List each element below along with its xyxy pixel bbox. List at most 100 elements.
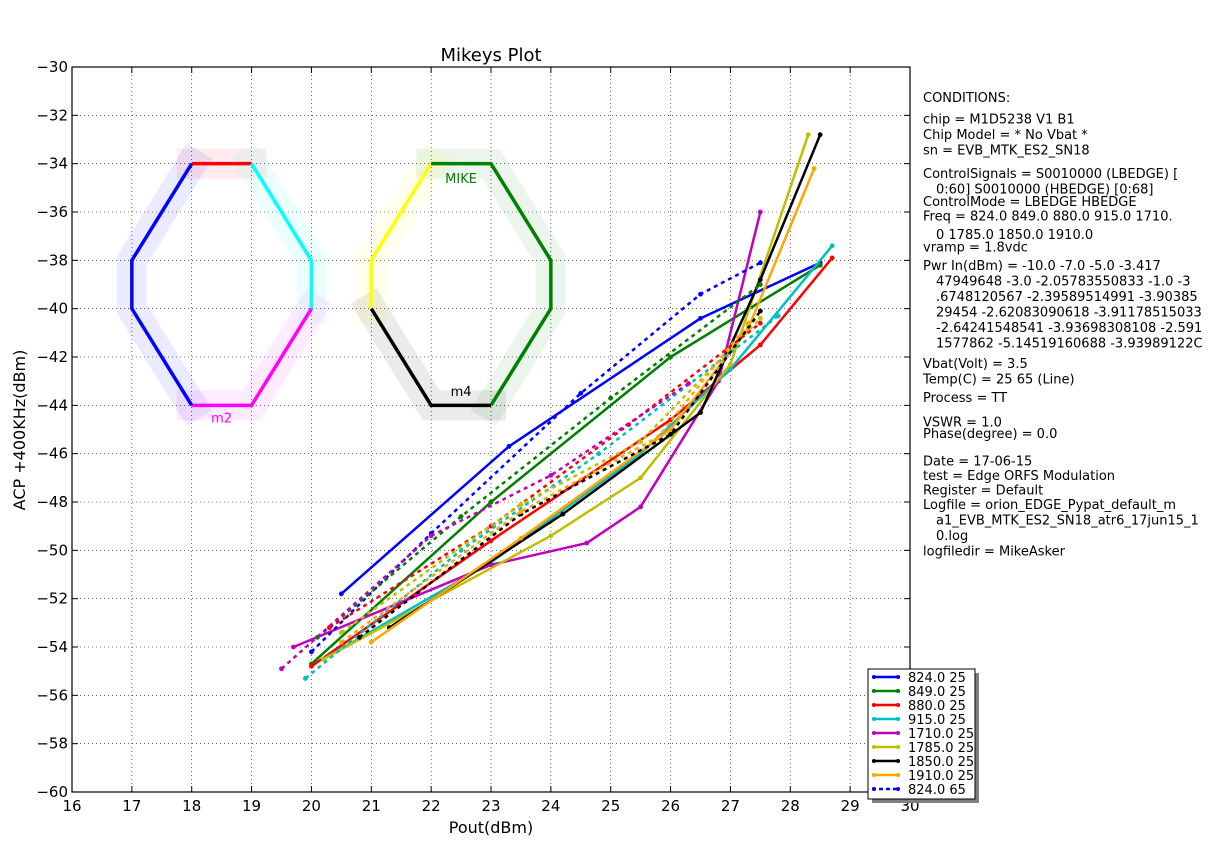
y-tick-label: −60: [36, 783, 68, 801]
x-tick-label: 23: [481, 797, 500, 815]
series-point: [698, 291, 703, 297]
y-tick-label: −56: [36, 686, 68, 704]
series-point: [757, 260, 763, 266]
y-tick-label: −30: [36, 58, 68, 76]
series-point: [548, 473, 554, 478]
legend-marker: [896, 689, 900, 693]
series-point: [805, 132, 811, 138]
series-point: [817, 132, 823, 138]
series-point: [698, 315, 703, 321]
series-line: [291, 209, 763, 650]
legend-marker: [896, 787, 900, 791]
left-octagon-segment-shadow: [230, 143, 327, 324]
legend-marker: [872, 745, 876, 749]
series-point: [638, 475, 644, 481]
x-tick-label: 19: [242, 797, 261, 815]
x-tick-label: 28: [781, 797, 800, 815]
legend-label: 1910.0 25: [908, 769, 974, 784]
conditions-line: Register = Default: [923, 484, 1043, 499]
series-point: [829, 243, 835, 249]
legend-label: 824.0 25: [908, 671, 966, 686]
y-tick-label: −40: [36, 300, 68, 318]
series-point: [518, 535, 524, 541]
series-point: [728, 366, 733, 372]
series-point: [656, 434, 661, 440]
series-point: [686, 381, 691, 386]
y-tick-label: −32: [36, 106, 68, 124]
x-tick-label: 18: [182, 797, 201, 815]
series-point: [811, 166, 817, 171]
conditions-line: chip = M1D5238 V1 B1: [923, 113, 1075, 128]
right-octagon-label: m4: [451, 385, 472, 400]
right-octagon-segment: [369, 162, 433, 309]
series-point: [757, 315, 763, 321]
series-point: [338, 639, 344, 645]
y-axis-label: ACP +400KHz(dBm): [10, 350, 29, 511]
conditions-line: Process = TT: [923, 391, 1007, 406]
series-point: [506, 444, 512, 449]
legend-marker: [872, 773, 876, 777]
x-tick-label: 17: [122, 797, 141, 815]
series-path: [340, 322, 750, 644]
series-line: [338, 315, 763, 635]
y-tick-label: −44: [36, 396, 68, 414]
series-point: [518, 509, 524, 515]
series-point: [321, 656, 326, 662]
left-octagon-segment: [191, 307, 313, 408]
legend-marker: [872, 787, 876, 791]
y-tick-label: −36: [36, 203, 68, 221]
legend-marker: [896, 675, 900, 679]
conditions-line: Temp(C) = 25 65 (Line): [922, 373, 1075, 388]
legend-marker: [896, 773, 900, 777]
x-tick-label: 22: [422, 797, 441, 815]
conditions-line: test = Edge ORFS Modulation: [923, 469, 1115, 484]
series-point: [757, 282, 763, 287]
legend-label: 824.0 65: [908, 783, 966, 798]
series-point: [775, 313, 781, 319]
legend-marker: [896, 717, 900, 721]
series-point: [757, 277, 763, 283]
legend-marker: [872, 675, 876, 679]
right-octagon-label: MIKE: [445, 172, 477, 187]
conditions-line: -2.64241548541 -3.93698308108 -2.591: [936, 321, 1202, 336]
legend-marker: [896, 731, 900, 735]
series-point: [548, 533, 554, 539]
y-tick-label: −54: [36, 638, 68, 656]
chart-title: Mikeys Plot: [440, 45, 541, 66]
conditions-line: Date = 17-06-15: [923, 455, 1032, 470]
conditions-line: Vbat(Volt) = 3.5: [923, 357, 1028, 372]
series-path: [280, 382, 690, 670]
legend-marker: [896, 759, 900, 763]
legend-marker: [872, 703, 876, 707]
y-tick-label: −48: [36, 493, 68, 511]
conditions-line: 1577862 -5.14519160688 -3.93989122C: [936, 337, 1203, 352]
legend-marker: [872, 717, 876, 721]
x-tick-label: 25: [601, 797, 620, 815]
legend-label: 1710.0 25: [908, 727, 974, 742]
conditions-line: Freq = 824.0 849.0 880.0 915.0 1710.: [923, 210, 1173, 225]
series-point: [356, 634, 362, 640]
y-tick-label: −38: [36, 251, 68, 269]
conditions-line: VSWR = 1.0: [923, 416, 1002, 431]
y-tick-label: −34: [36, 155, 68, 173]
series-point: [829, 255, 835, 261]
series-line: [386, 132, 823, 631]
series-point: [309, 663, 314, 669]
y-tick-label: −46: [36, 445, 68, 463]
series-point: [291, 644, 296, 650]
x-tick-label: 26: [661, 797, 680, 815]
series-point: [279, 666, 284, 672]
conditions-line: ControlMode = LBEDGE HBEDGE: [923, 195, 1137, 210]
right-octagon-segment-shadow: [356, 143, 452, 324]
conditions-line: Phase(degree) = 0.0: [923, 427, 1057, 442]
series-point: [338, 591, 344, 597]
series-point: [596, 451, 602, 457]
legend-label: 849.0 25: [908, 685, 966, 700]
conditions-line: Chip Model = * No Vbat *: [923, 128, 1088, 143]
right-octagon-segment: [431, 161, 553, 407]
series-point: [309, 649, 314, 655]
legend-marker: [872, 759, 876, 763]
x-tick-label: 27: [721, 797, 740, 815]
conditions-line: Logfile = orion_EDGE_Pypat_default_m: [923, 498, 1176, 513]
